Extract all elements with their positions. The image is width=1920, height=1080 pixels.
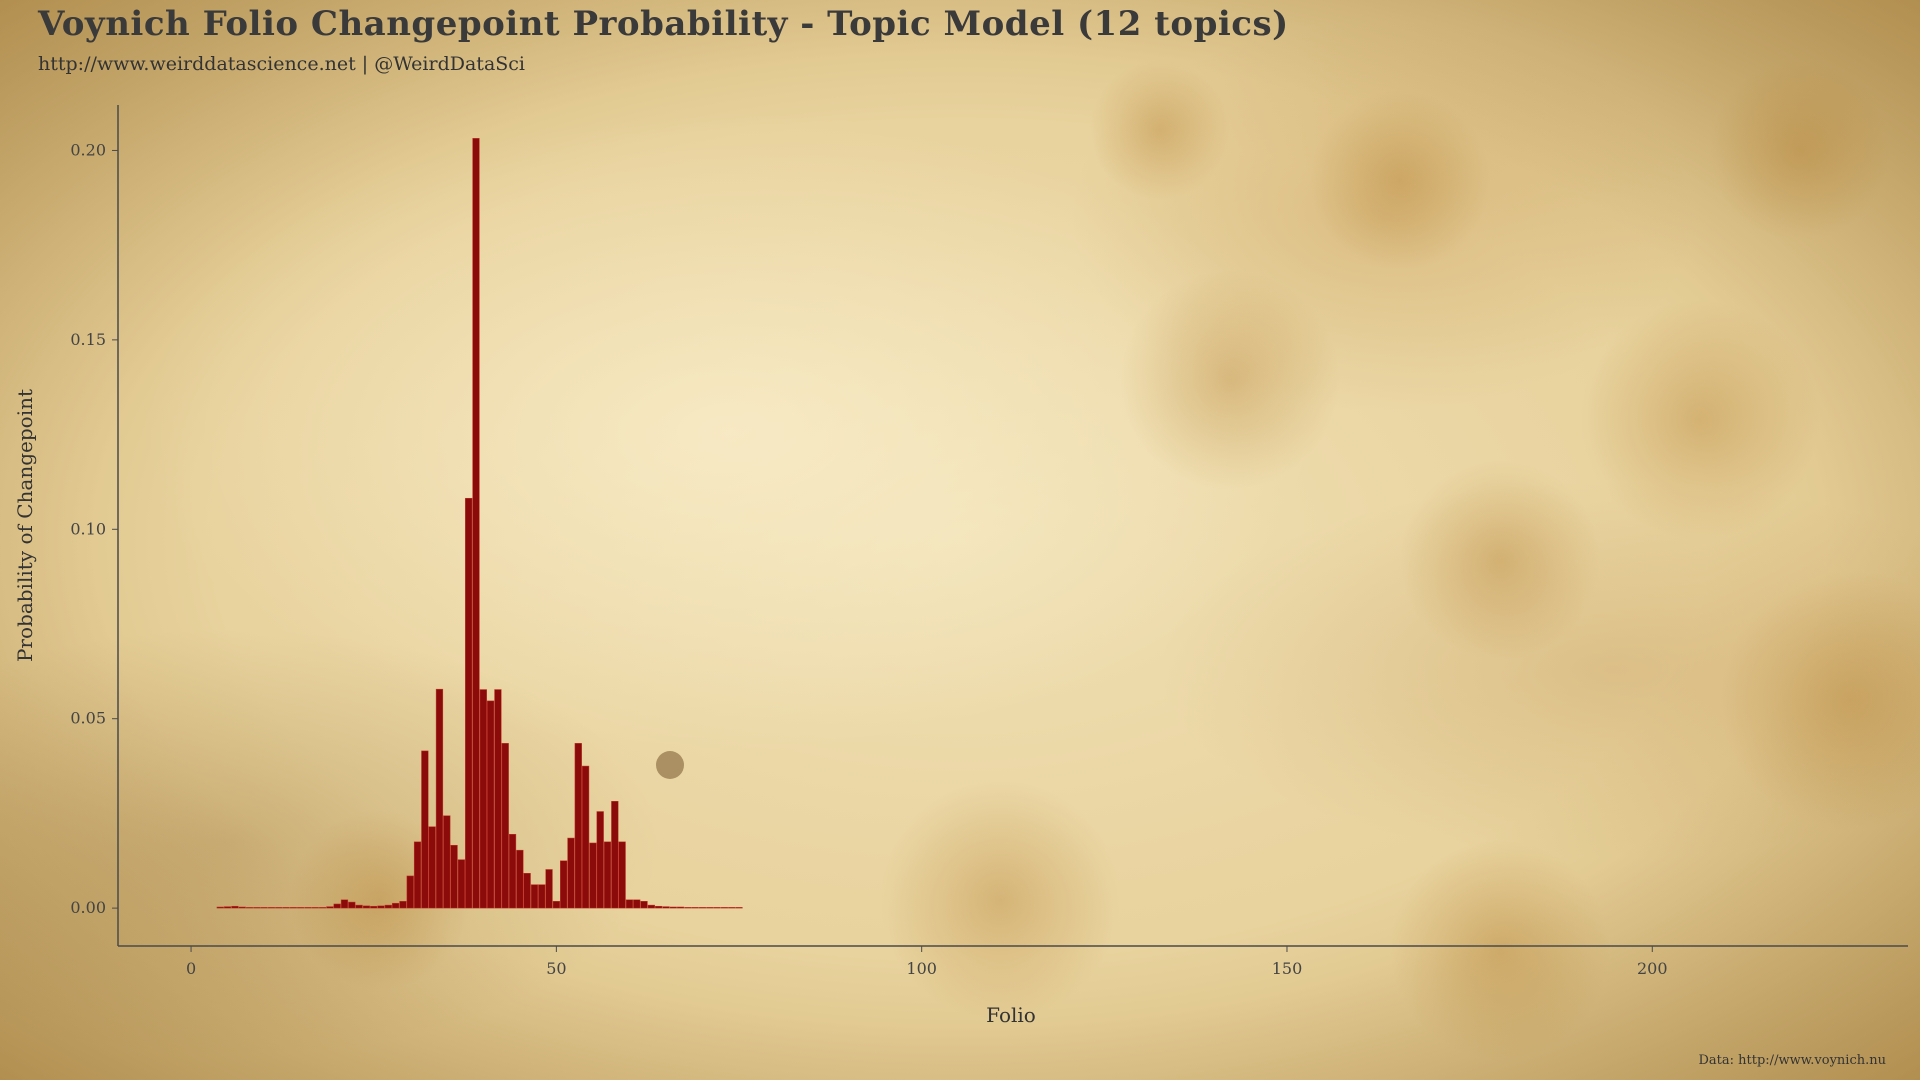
- y-axis-title: Probability of Changepoint: [13, 389, 37, 662]
- bar-folio-27: [384, 904, 392, 909]
- ticks-layer: 0 50 100 150 200 0.00 0.05 0.10 0.15 0.20: [70, 140, 1667, 978]
- y-tick-label-0.10: 0.10: [70, 519, 106, 538]
- bar-folio-34: [435, 688, 444, 909]
- bar-folio-72: [713, 907, 721, 909]
- bar-folio-32: [421, 750, 429, 909]
- bar-folio-4: [216, 906, 224, 909]
- chart-subtitle: http://www.weirddatascience.net | @Weird…: [38, 53, 526, 75]
- bar-folio-55: [589, 842, 597, 909]
- bar-folio-33: [428, 826, 436, 909]
- bar-folio-50: [552, 901, 560, 909]
- bar-folio-63: [647, 904, 655, 909]
- x-tick-label-50: 50: [546, 959, 566, 978]
- bar-folio-19: [326, 906, 334, 909]
- bar-folio-51: [560, 860, 568, 909]
- bar-folio-49: [545, 869, 553, 909]
- y-tick-label-0.00: 0.00: [70, 898, 106, 917]
- bar-folio-59: [618, 841, 626, 909]
- bar-folio-38: [465, 497, 473, 909]
- bar-folio-66: [669, 906, 677, 909]
- bar-folio-52: [567, 837, 575, 909]
- x-tick-label-0: 0: [186, 959, 196, 978]
- bar-folio-31: [413, 841, 422, 909]
- bar-folio-74: [728, 907, 736, 909]
- bar-folio-8: [245, 907, 254, 909]
- bar-folio-42: [494, 689, 502, 909]
- bar-folio-73: [720, 907, 729, 909]
- bar-folio-53: [574, 743, 582, 909]
- bar-folio-9: [253, 907, 261, 909]
- bar-folio-14: [289, 907, 297, 909]
- bar-folio-39: [472, 138, 480, 909]
- axes-layer: [117, 105, 1908, 947]
- bar-folio-57: [603, 841, 612, 909]
- bar-folio-6: [231, 905, 239, 909]
- bar-folio-13: [282, 907, 290, 909]
- chart-title: Voynich Folio Changepoint Probability - …: [38, 4, 1289, 44]
- bar-folio-44: [508, 833, 517, 909]
- bar-folio-62: [640, 901, 648, 909]
- bar-folio-70: [698, 907, 707, 909]
- bar-folio-71: [706, 907, 714, 909]
- bar-folio-21: [340, 899, 349, 909]
- bar-folio-60: [625, 899, 634, 909]
- bar-folio-20: [333, 903, 341, 909]
- data-source-caption: Data: http://www.voynich.nu: [1698, 1053, 1887, 1068]
- bar-folio-26: [377, 905, 385, 909]
- x-axis-title: Folio: [986, 1003, 1036, 1027]
- bar-folio-61: [633, 899, 641, 909]
- x-tick-label-100: 100: [906, 959, 937, 978]
- bar-folio-45: [516, 849, 524, 909]
- bars-layer: [216, 138, 743, 909]
- bar-folio-12: [275, 907, 283, 909]
- bar-folio-68: [684, 907, 692, 909]
- bar-folio-16: [304, 907, 312, 909]
- bar-folio-69: [691, 907, 699, 909]
- bar-folio-58: [611, 801, 619, 909]
- bar-folio-30: [406, 875, 414, 909]
- bar-folio-11: [267, 907, 276, 909]
- bar-folio-28: [392, 902, 400, 909]
- bar-folio-7: [238, 906, 246, 909]
- bar-folio-40: [479, 689, 487, 909]
- bar-folio-56: [596, 811, 604, 909]
- bar-folio-41: [487, 700, 495, 909]
- bar-folio-10: [260, 907, 268, 909]
- bar-folio-23: [355, 904, 363, 909]
- bar-folio-46: [523, 873, 531, 909]
- y-tick-label-0.20: 0.20: [70, 140, 106, 159]
- bar-folio-47: [530, 884, 539, 909]
- bar-folio-54: [581, 765, 590, 909]
- bar-folio-65: [662, 906, 670, 909]
- bar-folio-25: [370, 905, 378, 909]
- y-tick-label-0.05: 0.05: [70, 709, 106, 728]
- y-tick-label-0.15: 0.15: [70, 330, 106, 349]
- bar-folio-67: [676, 906, 685, 909]
- x-tick-label-150: 150: [1272, 959, 1303, 978]
- x-tick-label-200: 200: [1637, 959, 1668, 978]
- bar-folio-36: [450, 844, 458, 909]
- bar-folio-17: [311, 907, 319, 909]
- bar-folio-15: [297, 907, 305, 909]
- bar-folio-24: [362, 905, 371, 909]
- bar-folio-18: [318, 907, 327, 909]
- bar-folio-37: [457, 859, 465, 909]
- bar-folio-48: [538, 884, 546, 909]
- bar-folio-43: [501, 743, 509, 909]
- bar-folio-35: [443, 815, 451, 909]
- bar-folio-75: [735, 907, 743, 909]
- bar-folio-22: [348, 901, 356, 909]
- bar-folio-29: [399, 901, 407, 909]
- bar-folio-64: [655, 905, 663, 909]
- bar-folio-5: [223, 906, 232, 909]
